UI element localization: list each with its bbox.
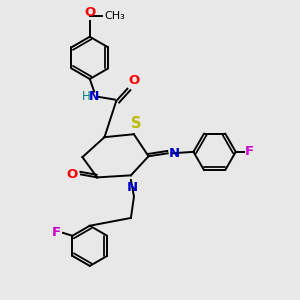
Text: H: H <box>82 90 91 103</box>
Text: N: N <box>89 90 99 103</box>
Text: S: S <box>131 116 141 131</box>
Text: O: O <box>84 6 95 19</box>
Text: O: O <box>66 168 77 181</box>
Text: N: N <box>127 181 138 194</box>
Text: F: F <box>245 145 254 158</box>
Text: N: N <box>169 147 180 160</box>
Text: CH₃: CH₃ <box>104 11 125 22</box>
Text: F: F <box>52 226 61 239</box>
Text: O: O <box>129 74 140 87</box>
